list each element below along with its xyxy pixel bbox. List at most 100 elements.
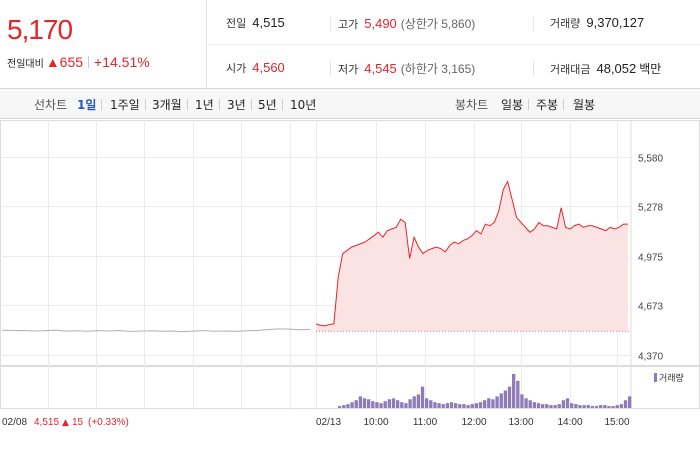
price-change: 전일대비 ▲655 +14.51% xyxy=(7,54,150,70)
volume-bar xyxy=(449,402,454,408)
volume-bar xyxy=(541,404,545,408)
upper-limit: (상한가 5,860) xyxy=(400,17,476,31)
up-arrow-icon: ▲ xyxy=(45,54,60,70)
volume-bar xyxy=(367,399,371,408)
tab-1-year[interactable]: 1년 xyxy=(195,98,214,112)
divider xyxy=(0,88,700,89)
volume-bar xyxy=(615,405,619,408)
divider xyxy=(282,99,283,110)
x-tick-label: 15:00 xyxy=(604,417,629,428)
tab-weekly-candle[interactable]: 주봉 xyxy=(536,98,559,112)
volume-bar xyxy=(503,390,508,408)
volume-bar xyxy=(586,405,590,408)
volume-bar xyxy=(487,398,491,408)
volume-bar xyxy=(391,398,396,408)
volume-bar xyxy=(594,406,599,408)
divider xyxy=(187,99,188,110)
volume-bar xyxy=(420,386,425,408)
tab-3-months[interactable]: 3개월 xyxy=(152,98,182,112)
stat-unit: 백만 xyxy=(639,62,662,76)
volume-bar xyxy=(408,399,412,408)
divider xyxy=(330,17,331,31)
volume-bar xyxy=(416,394,421,408)
volume-bar xyxy=(445,403,450,408)
volume-bar xyxy=(599,405,603,408)
volume-bar xyxy=(462,404,466,408)
volume-bar xyxy=(412,396,416,408)
stat-value: 4,545 xyxy=(364,61,397,76)
tab-10-years[interactable]: 10년 xyxy=(290,98,317,112)
candle-chart-label: 봉차트 xyxy=(455,98,489,112)
divider xyxy=(219,99,220,110)
volume-bar xyxy=(383,401,387,408)
x-tick-label: 02/13 xyxy=(316,417,341,428)
stat-trade-amount: 거래대금 48,052 백만 xyxy=(550,60,661,77)
divider xyxy=(528,99,529,110)
x-tick-label: 10:00 xyxy=(363,417,388,428)
x-tick-label: 12:00 xyxy=(461,417,486,428)
divider xyxy=(533,17,534,31)
tab-monthly-candle[interactable]: 월봉 xyxy=(573,98,596,112)
divider xyxy=(330,62,331,76)
volume-bar xyxy=(516,380,520,408)
price-stats: 전일 4,515 고가 5,490 (상한가 5,860) 거래량 9,370,127 … xyxy=(208,0,700,88)
stat-label: 거래량 xyxy=(550,17,581,30)
volume-bar xyxy=(425,398,429,408)
stat-label: 거래대금 xyxy=(550,63,591,76)
tab-daily-candle[interactable]: 일봉 xyxy=(501,98,524,112)
up-arrow-icon: ▲ xyxy=(62,418,69,428)
volume-bar xyxy=(590,406,595,408)
divider xyxy=(88,56,90,68)
volume-bar xyxy=(458,404,462,408)
today-area xyxy=(316,181,628,332)
change-label: 전일대비 xyxy=(7,59,44,70)
prev-day-date: 02/08 xyxy=(2,417,27,428)
divider xyxy=(563,99,564,110)
period-tabs: 선차트 1일 1주일 3개월 1년 3년 5년 10년 봉차트 일봉 주봉 월봉 xyxy=(0,89,700,119)
change-value: 655 xyxy=(59,54,84,70)
volume-bar xyxy=(371,401,375,408)
divider xyxy=(251,99,252,110)
volume-bar xyxy=(570,403,574,408)
volume-bar xyxy=(565,398,570,408)
volume-bar xyxy=(433,402,437,408)
volume-bar xyxy=(507,386,512,408)
volume-bar xyxy=(524,398,528,408)
volume-bar xyxy=(358,396,363,408)
volume-series xyxy=(338,374,632,408)
stat-label: 전일 xyxy=(226,17,247,30)
y-tick-label: 4,673 xyxy=(638,302,663,313)
volume-bar xyxy=(499,393,503,408)
volume-bar xyxy=(346,404,350,408)
price-summary: 5,170 전일대비 ▲655 +14.51% xyxy=(0,0,207,88)
tab-5-years[interactable]: 5년 xyxy=(258,98,277,112)
volume-bar xyxy=(545,404,549,408)
volume-bar xyxy=(470,404,474,408)
tab-3-years[interactable]: 3년 xyxy=(227,98,246,112)
stat-value: 9,370,127 xyxy=(586,15,645,30)
y-tick-label: 5,278 xyxy=(638,203,663,214)
stat-low: 저가 4,545 (하한가 3,165) xyxy=(338,60,475,77)
volume-bar xyxy=(528,400,532,408)
x-tick-label: 11:00 xyxy=(413,417,438,428)
volume-bar xyxy=(478,402,483,408)
y-tick-label: 5,580 xyxy=(638,154,663,165)
stat-open: 시가 4,560 xyxy=(226,60,285,76)
volume-bar xyxy=(491,399,495,408)
volume-bar xyxy=(362,398,367,408)
stat-volume: 거래량 9,370,127 xyxy=(550,15,644,31)
volume-bar xyxy=(549,405,553,408)
volume-bar xyxy=(441,404,445,408)
divider xyxy=(101,99,102,110)
prev-day-change-percent: (+0.33%) xyxy=(88,417,129,428)
change-percent: +14.51% xyxy=(94,54,150,70)
stat-prev-close: 전일 4,515 xyxy=(226,15,285,31)
tab-1-week[interactable]: 1주일 xyxy=(110,98,140,112)
volume-bar xyxy=(429,400,433,408)
price-chart: 02/08 4,515 ▲ 15 (+0.33%) 거래량 5,580 5,278… xyxy=(0,120,700,428)
prev-day-series xyxy=(1,328,311,333)
volume-bar xyxy=(396,400,400,408)
divider xyxy=(145,99,146,110)
today-series xyxy=(315,180,631,332)
tab-1-day[interactable]: 1일 xyxy=(77,98,97,112)
